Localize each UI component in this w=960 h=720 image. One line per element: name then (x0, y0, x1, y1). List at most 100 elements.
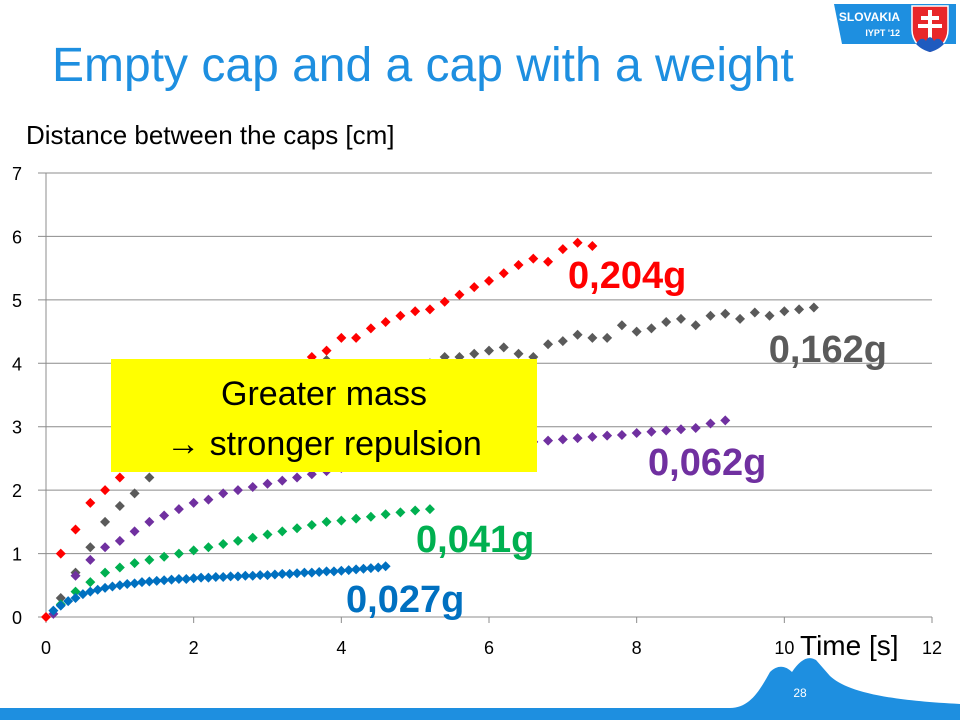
data-point (255, 570, 266, 581)
callout-box: Greater mass → stronger repulsion (111, 359, 537, 472)
data-point (454, 289, 465, 300)
data-point (424, 304, 435, 315)
data-point (159, 575, 170, 586)
data-point (705, 310, 716, 321)
data-point (602, 430, 613, 441)
data-point (277, 568, 288, 579)
data-point (129, 488, 140, 499)
data-point (572, 237, 583, 248)
data-point (292, 568, 303, 579)
x-axis-label: Time [s] (800, 630, 899, 661)
x-tick-label: 4 (336, 638, 346, 658)
data-point (690, 320, 701, 331)
data-point (100, 516, 111, 527)
data-point (616, 429, 627, 440)
data-point (85, 554, 96, 565)
y-tick-label: 7 (12, 164, 22, 184)
data-point (284, 568, 295, 579)
data-point (705, 418, 716, 429)
data-point (203, 542, 214, 553)
data-point (661, 425, 672, 436)
data-point (218, 539, 229, 550)
data-point (336, 515, 347, 526)
data-point (587, 332, 598, 343)
data-point (122, 579, 133, 590)
data-point (336, 332, 347, 343)
data-point (572, 433, 583, 444)
data-point (498, 268, 509, 279)
slovak-crest-icon (911, 5, 949, 54)
data-point (292, 472, 303, 483)
y-tick-label: 1 (12, 545, 22, 565)
data-point (675, 424, 686, 435)
data-point (262, 478, 273, 489)
data-point (114, 501, 125, 511)
data-point (100, 567, 111, 578)
x-tick-label: 0 (41, 638, 51, 658)
data-point (410, 306, 421, 317)
data-point (173, 548, 184, 559)
data-point (380, 509, 391, 520)
data-point (70, 570, 81, 581)
y-tick-label: 6 (12, 227, 22, 247)
data-point (166, 574, 177, 585)
data-point (328, 566, 339, 577)
data-point (351, 513, 362, 524)
data-point (63, 596, 74, 607)
series-label: 0,162g (769, 329, 887, 371)
data-point (262, 529, 273, 540)
data-point (85, 497, 96, 508)
data-point (794, 304, 805, 315)
series-labels: 0,204g 0,162g 0,062g 0,041g 0,027g (346, 255, 887, 621)
data-point (100, 542, 111, 553)
data-point (469, 348, 480, 359)
data-point (395, 507, 406, 518)
data-point (484, 345, 494, 356)
data-point (114, 562, 125, 573)
data-point (321, 345, 332, 356)
data-point (675, 313, 686, 324)
y-tick-label: 2 (12, 481, 22, 501)
data-point (292, 523, 303, 534)
data-point (365, 511, 376, 522)
data-point (203, 494, 214, 505)
series-label: 0,204g (568, 255, 686, 297)
data-point (380, 317, 391, 328)
callout-line-2: stronger repulsion (209, 425, 482, 463)
data-point (41, 612, 51, 622)
data-point (306, 567, 317, 578)
data-point (85, 577, 96, 588)
data-point (129, 578, 140, 589)
data-point (306, 520, 317, 531)
data-point (557, 244, 568, 255)
data-point (365, 323, 376, 334)
data-point (159, 551, 170, 562)
data-point (557, 336, 568, 347)
data-point (373, 562, 384, 573)
data-point (48, 605, 59, 616)
data-point (240, 570, 251, 581)
data-point (100, 485, 111, 496)
data-point (85, 586, 96, 597)
footer-mountain-band (0, 658, 960, 720)
data-point (159, 510, 170, 521)
series-label: 0,041g (416, 519, 534, 561)
data-point (343, 565, 354, 576)
badge-country: SLOVAKIA (838, 10, 900, 24)
data-point (188, 497, 199, 508)
y-tick-label: 5 (12, 291, 22, 311)
data-point (543, 339, 554, 350)
data-point (314, 566, 325, 577)
x-tick-label: 8 (632, 638, 642, 658)
data-point (55, 600, 66, 611)
data-point (631, 428, 642, 439)
data-point (188, 545, 199, 556)
arrow-right-icon: → (166, 425, 201, 463)
data-point (351, 564, 362, 575)
data-point (114, 472, 125, 483)
y-tick-label: 3 (12, 418, 22, 438)
data-point (70, 592, 81, 603)
data-point (424, 504, 435, 515)
x-tick-label: 12 (922, 638, 942, 658)
data-point (764, 310, 775, 321)
